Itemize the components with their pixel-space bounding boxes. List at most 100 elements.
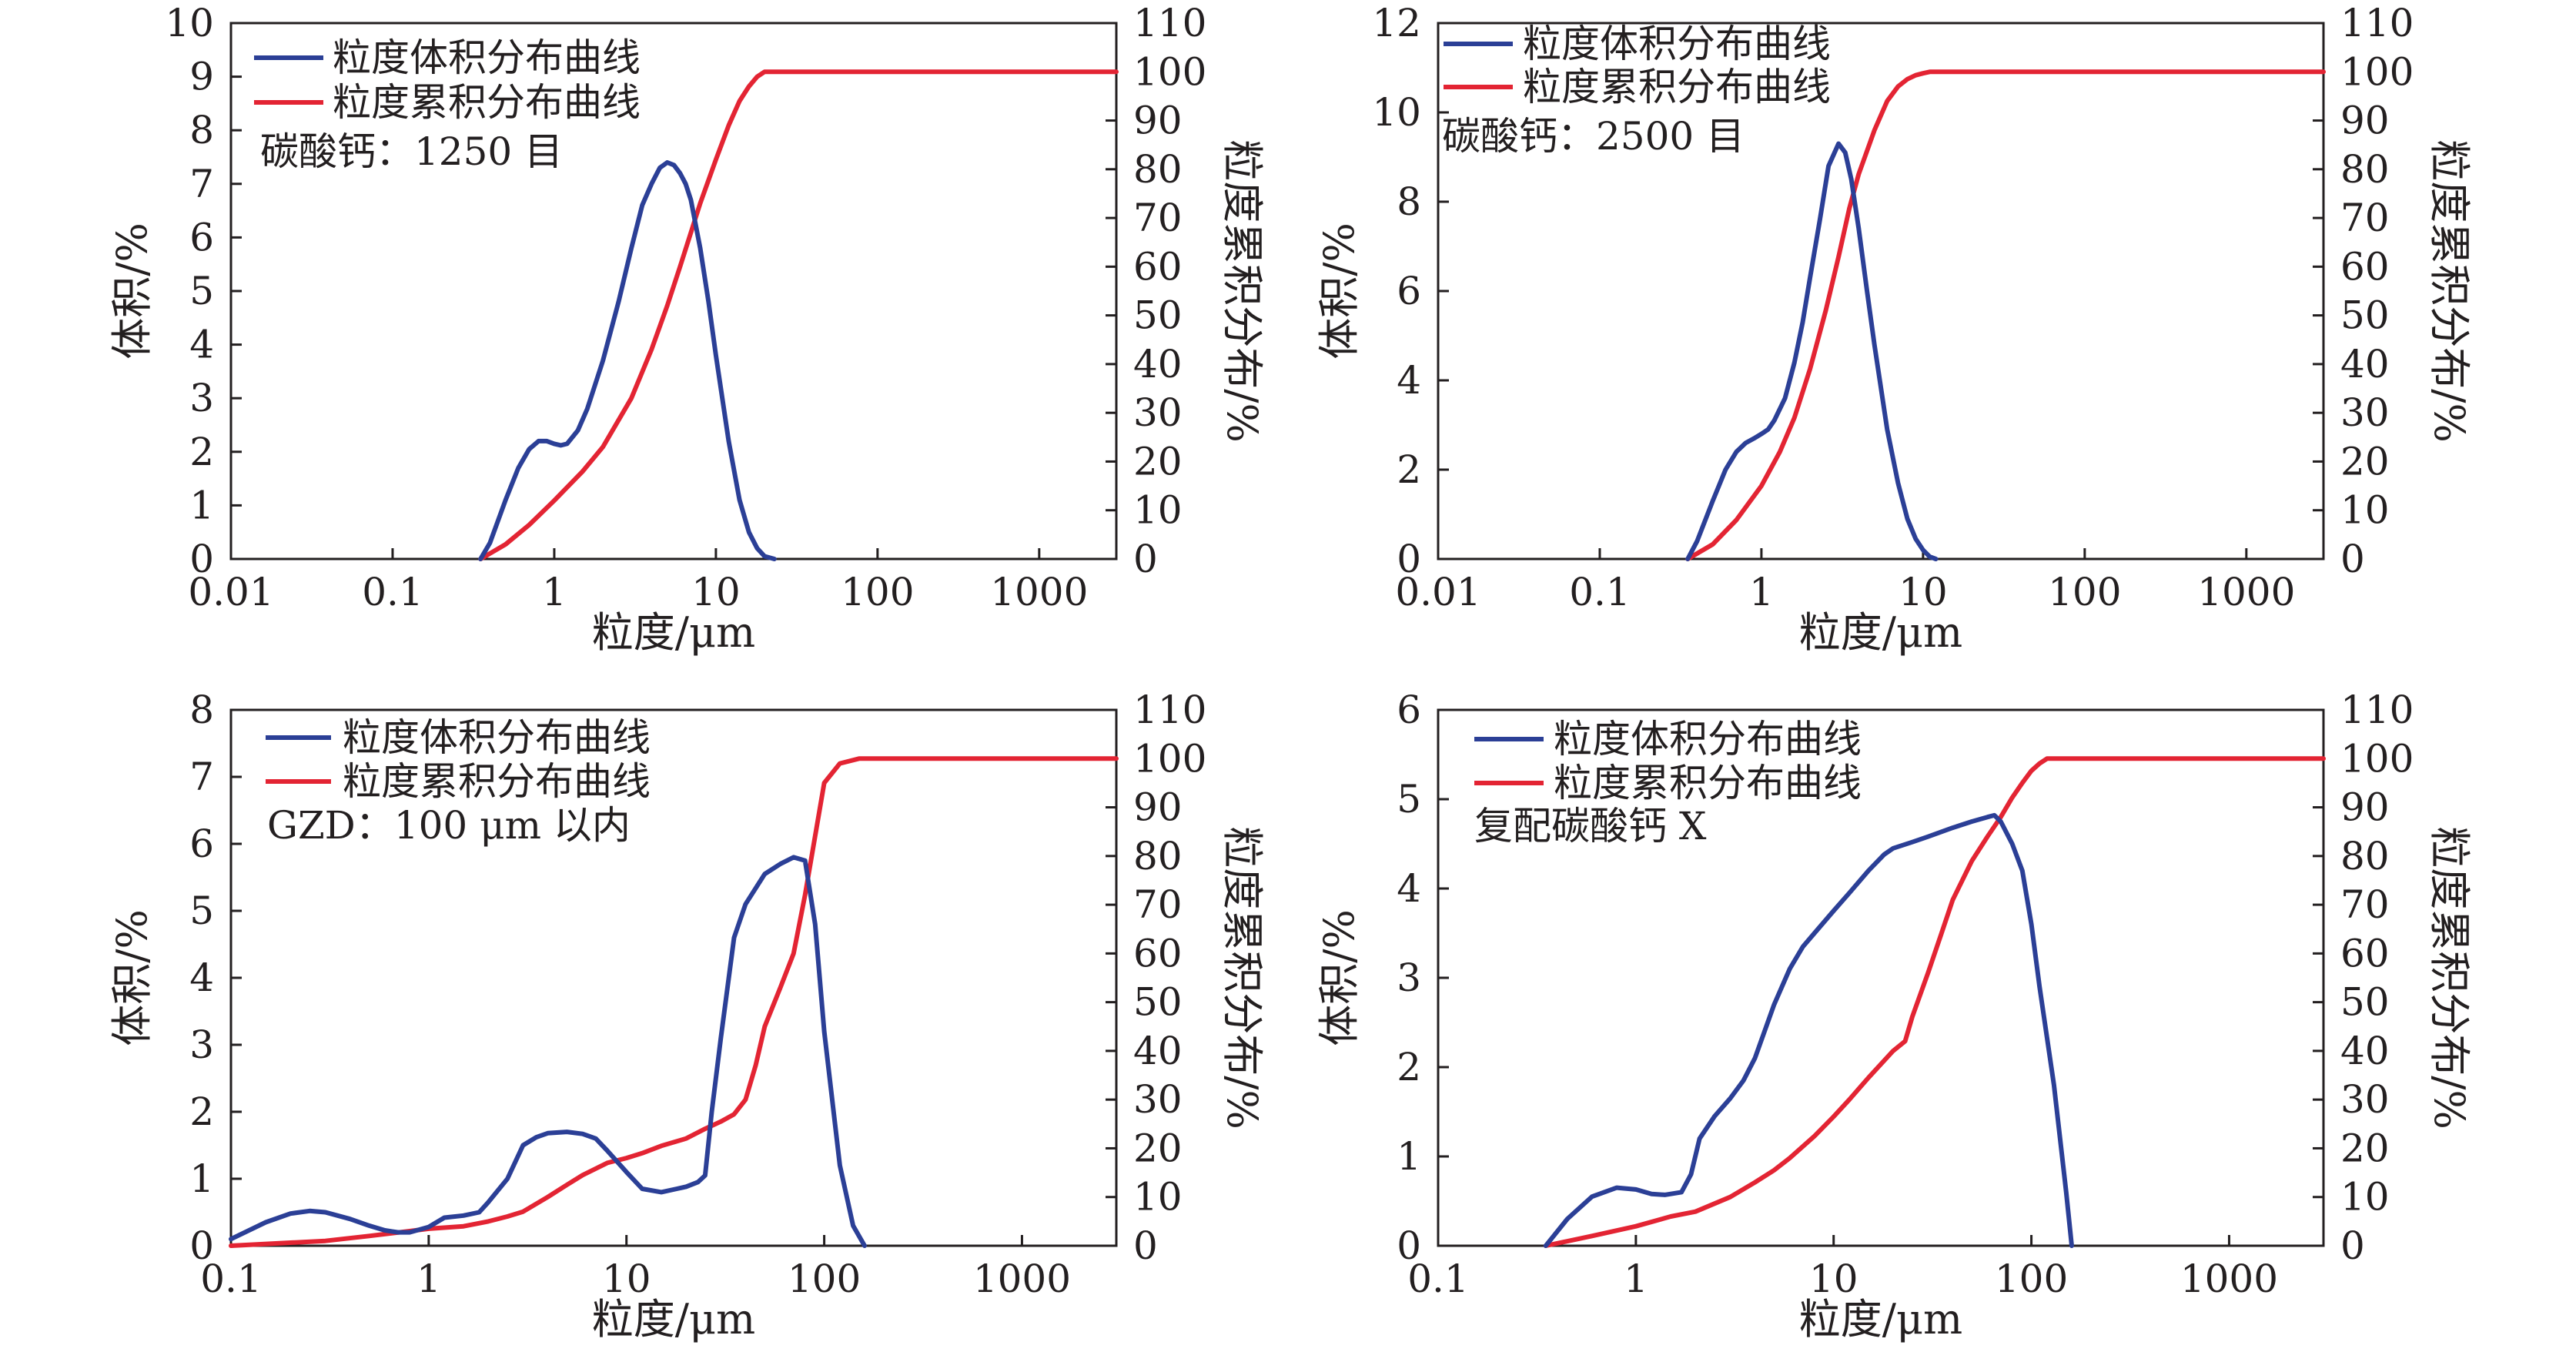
- x-tick-label: 100: [841, 570, 914, 614]
- y2-tick-label: 60: [2340, 931, 2390, 976]
- y-tick-label: 1: [1397, 1134, 1421, 1179]
- y-axis-title: 体积/%: [1315, 223, 1363, 360]
- x-tick-label: 100: [2048, 570, 2121, 614]
- x-axis-title: 粒度/μm: [1799, 608, 1963, 657]
- y2-tick-label: 100: [1133, 49, 1206, 94]
- x-tick-label: 0.01: [188, 570, 273, 614]
- legend-label-volume: 粒度体积分布曲线: [343, 715, 651, 760]
- y2-tick-label: 100: [2340, 49, 2414, 94]
- y2-tick-label: 10: [1133, 488, 1183, 533]
- y2-tick-label: 20: [1133, 439, 1183, 484]
- y2-tick-label: 110: [1133, 1, 1206, 45]
- y-axis-ticks: 0 1 2 3 4 5 6 7 8: [189, 688, 242, 1268]
- series-layer: [1543, 756, 2326, 1248]
- y2-tick-label: 110: [2340, 1, 2414, 45]
- y-tick-label: 2: [189, 1089, 214, 1134]
- y2-tick-label: 0: [2340, 1223, 2365, 1268]
- x-axis-ticks: 0.01 0.1 1 10 100 1000: [1395, 548, 2295, 614]
- y2-tick-label: 50: [1133, 293, 1183, 338]
- y2-tick-label: 70: [2340, 882, 2390, 927]
- y2-tick-label: 80: [2340, 834, 2390, 878]
- y2-tick-label: 80: [2340, 147, 2390, 192]
- y2-tick-label: 90: [1133, 99, 1183, 143]
- y2-tick-label: 80: [1133, 834, 1183, 878]
- sample-note: 碳酸钙：2500 目: [1442, 114, 1745, 159]
- y2-tick-label: 40: [1133, 342, 1183, 387]
- legend-label-volume: 粒度体积分布曲线: [1554, 717, 1862, 761]
- y-tick-label: 5: [1397, 777, 1421, 822]
- x-tick-label: 1000: [2180, 1257, 2278, 1301]
- y2-tick-label: 90: [2340, 785, 2390, 830]
- y-tick-label: 0: [1397, 1223, 1421, 1268]
- x-axis-ticks: 0.1 1 10 100 1000: [1407, 1235, 2278, 1301]
- y2-tick-label: 110: [2340, 688, 2414, 732]
- y-tick-label: 6: [189, 215, 214, 259]
- y-tick-label: 7: [189, 755, 214, 799]
- y-tick-label: 9: [189, 55, 214, 99]
- y2-tick-label: 40: [2340, 1029, 2390, 1073]
- y2-tick-label: 20: [2340, 439, 2390, 484]
- y2-tick-label: 10: [1133, 1175, 1183, 1220]
- y-tick-label: 2: [1397, 1045, 1421, 1089]
- y-tick-label: 12: [1372, 1, 1421, 45]
- series-layer: [1685, 69, 2326, 561]
- y2-tick-label: 60: [2340, 244, 2390, 289]
- x-tick-label: 0.01: [1395, 570, 1480, 614]
- y-tick-label: 4: [189, 955, 214, 1000]
- y-tick-label: 8: [1397, 179, 1421, 224]
- x-axis-ticks: 0.01 0.1 1 10 100 1000: [188, 548, 1088, 614]
- y2-tick-label: 70: [2340, 196, 2390, 240]
- x-tick-label: 1: [417, 1257, 441, 1301]
- y2-tick-label: 20: [2340, 1126, 2390, 1170]
- y-axis-title: 体积/%: [108, 909, 156, 1046]
- y-tick-label: 4: [1397, 866, 1421, 911]
- y2-tick-label: 50: [1133, 980, 1183, 1025]
- y2-tick-label: 30: [1133, 1077, 1183, 1122]
- y2-tick-label: 90: [2340, 99, 2390, 143]
- y2-tick-label: 70: [1133, 196, 1183, 240]
- y-tick-label: 7: [189, 162, 214, 206]
- y2-tick-label: 100: [1133, 736, 1206, 781]
- x-tick-label: 1000: [990, 570, 1088, 614]
- sample-note: 复配碳酸钙 X: [1474, 804, 1707, 848]
- y2-tick-label: 50: [2340, 293, 2390, 338]
- y-tick-label: 10: [165, 1, 214, 45]
- y-tick-label: 5: [189, 889, 214, 933]
- y2-tick-label: 110: [1133, 688, 1206, 732]
- x-tick-label: 0.1: [200, 1257, 262, 1301]
- x-axis-title: 粒度/μm: [1799, 1295, 1963, 1344]
- legend-label-volume: 粒度体积分布曲线: [333, 35, 641, 80]
- y2-axis-title: 粒度累积分布/%: [2425, 826, 2474, 1129]
- y-tick-label: 2: [189, 430, 214, 474]
- x-tick-label: 1000: [973, 1257, 1071, 1301]
- legend: 粒度体积分布曲线 粒度累积分布曲线: [254, 35, 641, 125]
- legend: 粒度体积分布曲线 粒度累积分布曲线: [1474, 717, 1862, 805]
- sample-note: GZD：100 μm 以内: [267, 803, 631, 848]
- series-line-volume: [478, 160, 777, 561]
- y-tick-label: 2: [1397, 447, 1421, 492]
- x-tick-label: 1: [1624, 1257, 1648, 1301]
- series-line-cumulative: [1685, 69, 2326, 561]
- y2-tick-label: 60: [1133, 244, 1183, 289]
- y2-tick-label: 30: [2340, 1077, 2390, 1122]
- legend: 粒度体积分布曲线 粒度累积分布曲线: [1444, 22, 1831, 109]
- y-tick-label: 3: [189, 1022, 214, 1067]
- y2-tick-label: 40: [1133, 1029, 1183, 1073]
- x-tick-label: 10: [602, 1257, 651, 1301]
- series-line-cumulative: [478, 69, 1119, 561]
- y-tick-label: 6: [1397, 688, 1421, 732]
- legend-label-cumulative: 粒度累积分布曲线: [343, 759, 651, 804]
- y2-tick-label: 60: [1133, 931, 1183, 976]
- y2-axis-title: 粒度累积分布/%: [1218, 826, 1266, 1129]
- x-axis-title: 粒度/μm: [592, 1295, 756, 1344]
- y-tick-label: 5: [189, 269, 214, 313]
- y2-tick-label: 30: [1133, 390, 1183, 435]
- x-axis-title: 粒度/μm: [592, 608, 756, 657]
- series-layer: [229, 756, 1119, 1248]
- y2-tick-label: 40: [2340, 342, 2390, 387]
- y2-tick-label: 10: [2340, 1175, 2390, 1220]
